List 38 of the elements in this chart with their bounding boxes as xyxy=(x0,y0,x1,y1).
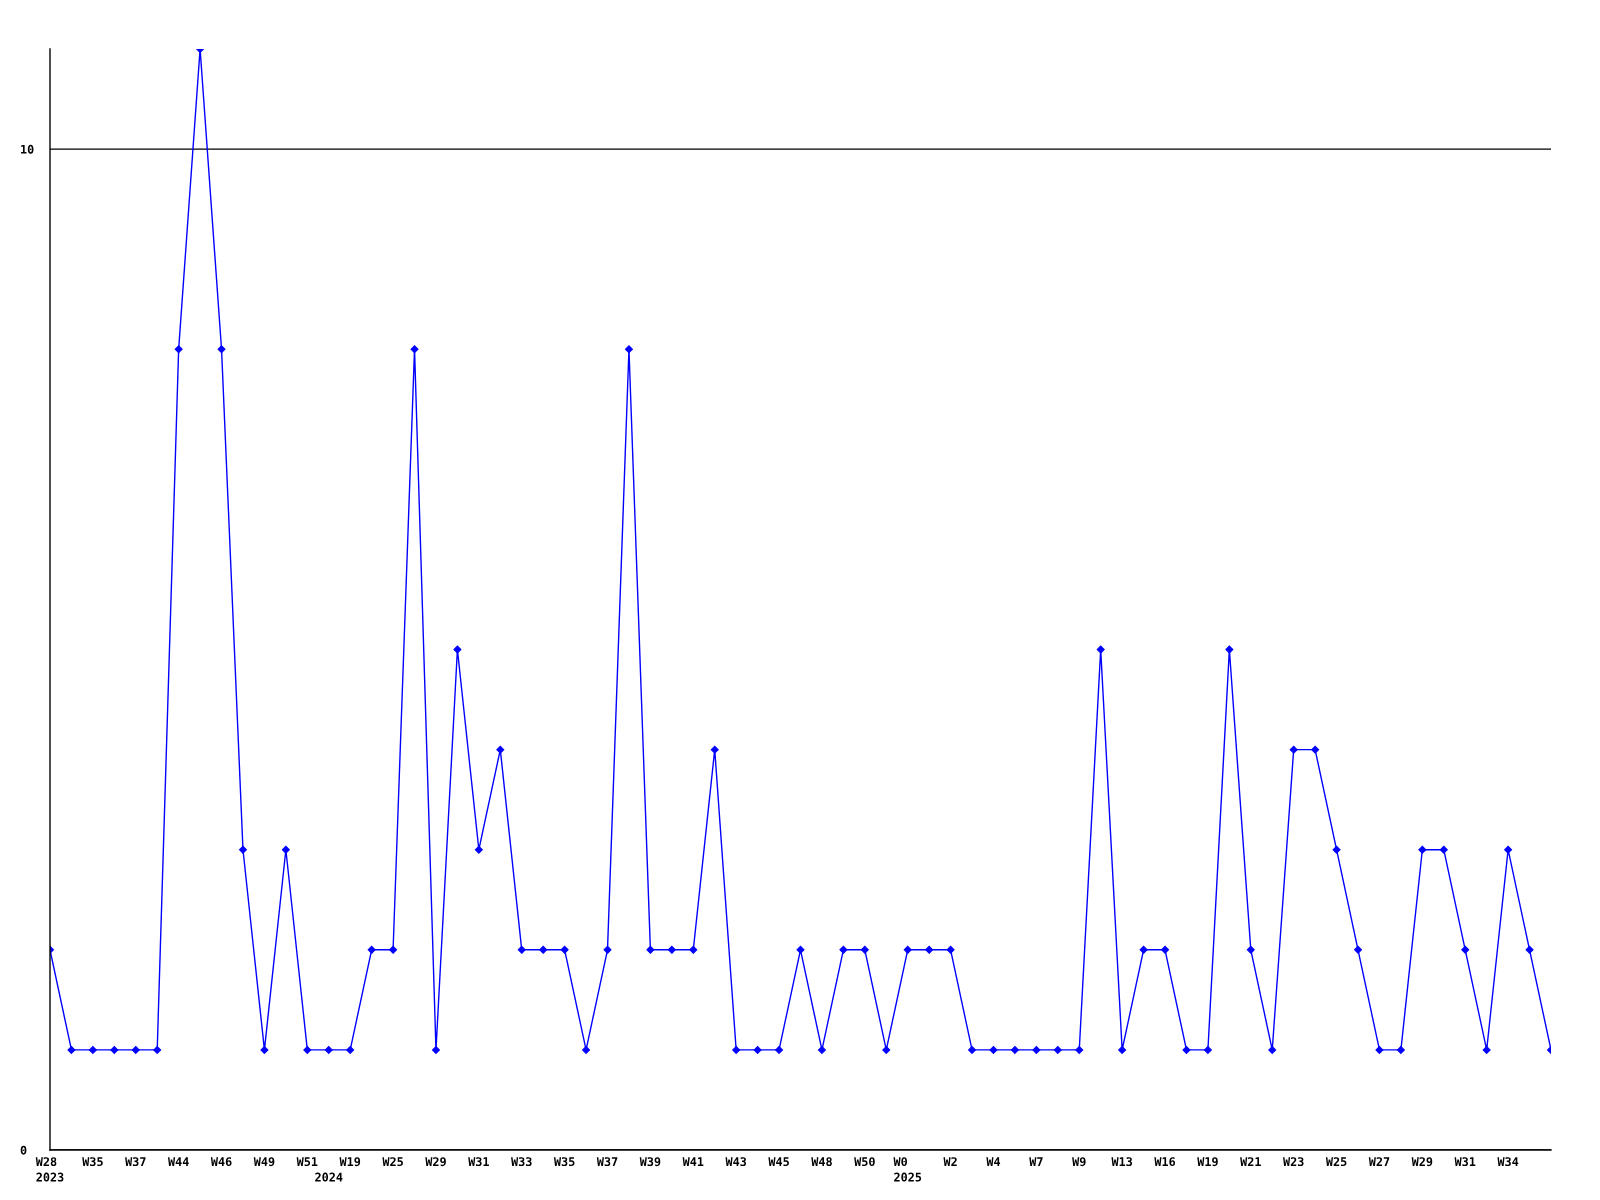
x-tick-label: W25 xyxy=(382,1157,403,1167)
x-tick-label: W46 xyxy=(210,1157,232,1167)
x-tick-label: W49 xyxy=(253,1157,275,1167)
x-tick-label: W37 xyxy=(596,1157,618,1167)
x-tick-label: W19 xyxy=(1197,1157,1218,1167)
x-tick-label: W33 xyxy=(511,1157,532,1167)
x-tick-label: W16 xyxy=(1154,1157,1176,1167)
x-tick-label: W27 xyxy=(1368,1157,1390,1166)
x-tick-label: W19 xyxy=(339,1157,361,1167)
x-tick-label: W13 xyxy=(1111,1157,1133,1167)
x-tick-label: W21 xyxy=(1240,1157,1261,1166)
y-tick-label: 0 xyxy=(20,1145,27,1155)
x-tick-label: W23 xyxy=(1283,1157,1304,1167)
x-tick-label: W41 xyxy=(682,1157,704,1166)
x-tick-label: W51 xyxy=(296,1157,318,1167)
x-tick-label: W25 xyxy=(1325,1157,1347,1167)
x-tick-label: W37 xyxy=(125,1157,146,1167)
x-tick-label: W2 xyxy=(943,1157,957,1166)
x-tick-label: 2024 xyxy=(315,1172,343,1182)
x-tick-label: W0 2025 xyxy=(893,1157,922,1182)
x-tick-label: W28 2023 xyxy=(35,1157,64,1182)
x-tick-label: W35 xyxy=(553,1157,575,1167)
x-tick-label: W9 xyxy=(1072,1157,1086,1167)
x-tick-label: W45 xyxy=(768,1157,789,1167)
x-tick-label: W7 xyxy=(1029,1157,1043,1166)
x-tick-label: W50 xyxy=(854,1157,875,1167)
x-tick-label: W31 xyxy=(468,1157,489,1167)
x-tick-label: W44 xyxy=(168,1157,189,1166)
x-tick-label: W34 xyxy=(1497,1157,1519,1167)
x-tick-label: W29 xyxy=(1411,1157,1433,1167)
x-tick-label: W31 xyxy=(1454,1157,1476,1167)
x-tick-label: W43 xyxy=(725,1157,747,1167)
x-tick-label: W35 xyxy=(82,1157,103,1167)
x-tick-label: W29 xyxy=(425,1157,446,1167)
x-tick-label: W4 xyxy=(986,1157,1001,1166)
x-tick-label: W48 xyxy=(811,1157,832,1167)
y-tick-label: 10 xyxy=(21,144,34,154)
x-tick-label: W39 xyxy=(639,1157,661,1167)
